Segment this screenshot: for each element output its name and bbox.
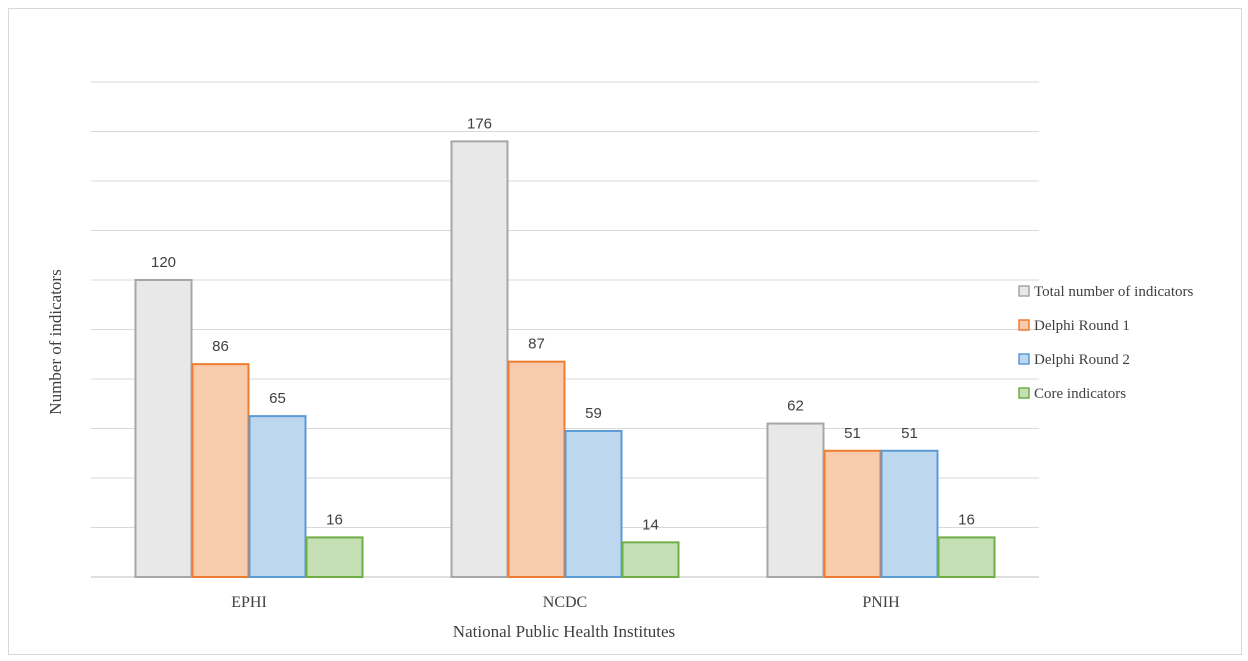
category-label: NCDC [543, 594, 587, 611]
legend-swatch [1018, 353, 1030, 365]
bars [134, 140, 996, 579]
bar-ephi-series-2 [248, 415, 307, 578]
y-axis-title: Number of indicators [46, 269, 65, 414]
bar-ephi-series-3 [305, 536, 364, 579]
data-label: 87 [528, 336, 545, 353]
data-label: 16 [958, 511, 975, 528]
bar-pnih-series-1 [823, 449, 882, 578]
data-label: 16 [326, 511, 343, 528]
value-labels: 120 86 65 16 176 87 59 14 62 51 51 16 [151, 115, 975, 533]
legend-label: Total number of indicators [1034, 284, 1193, 300]
bar-ephi-series-1 [191, 363, 250, 578]
category-labels: EPHI NCDC PNIH [231, 594, 900, 611]
bar-ncdc-series-1 [507, 360, 566, 578]
data-label: 86 [212, 338, 229, 355]
bar-pnih-series-0 [766, 422, 825, 578]
chart-container: 120 86 65 16 176 87 59 14 62 51 51 16 EPHI NCDC PNIH … [8, 8, 1242, 655]
data-label: 59 [585, 405, 602, 422]
category-label: PNIH [862, 594, 900, 611]
data-label: 14 [642, 516, 659, 533]
legend-swatch [1018, 387, 1030, 399]
bar-ncdc-series-2 [564, 429, 623, 578]
legend-swatch [1018, 285, 1030, 297]
data-label: 51 [844, 425, 861, 442]
legend-label: Delphi Round 2 [1034, 352, 1130, 368]
data-label: 65 [269, 390, 286, 407]
legend-label: Delphi Round 1 [1034, 318, 1130, 334]
data-label: 51 [901, 425, 918, 442]
data-label: 120 [151, 254, 176, 271]
bar-ncdc-series-0 [450, 140, 509, 578]
legend-swatch [1018, 319, 1030, 331]
bar-ephi-series-0 [134, 279, 193, 578]
data-label: 62 [787, 398, 804, 415]
category-label: EPHI [231, 594, 267, 611]
x-axis-title: National Public Health Institutes [453, 622, 675, 641]
legend: Total number of indicators Delphi Round 1… [1018, 284, 1193, 402]
bar-pnih-series-2 [880, 449, 939, 578]
legend-label: Core indicators [1034, 386, 1126, 402]
bar-ncdc-series-3 [621, 541, 680, 578]
bar-pnih-series-3 [937, 536, 996, 579]
data-label: 176 [467, 115, 492, 132]
